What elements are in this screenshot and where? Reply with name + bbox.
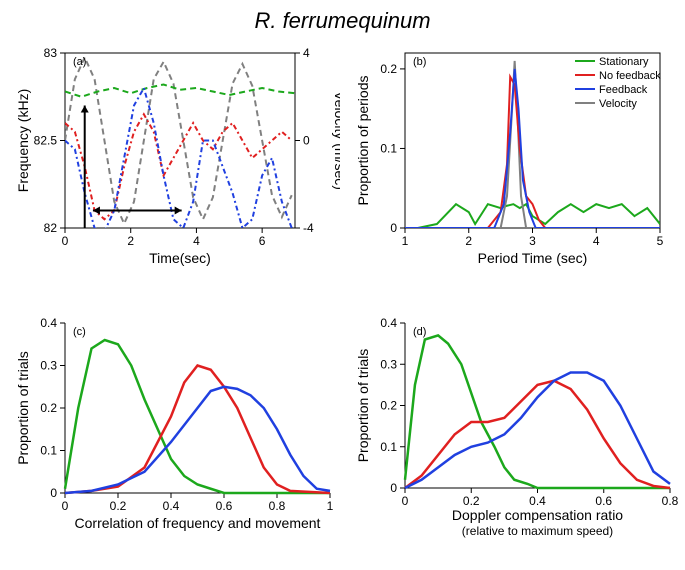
svg-text:3: 3 [529, 234, 536, 248]
panel-b: 1 2 3 4 5 0 0.1 0.2 Period Time (sec) Proportion … [350, 38, 680, 288]
svg-text:(a): (a) [73, 56, 86, 68]
svg-text:Time(sec): Time(sec) [149, 250, 211, 266]
svg-text:0.2: 0.2 [40, 401, 57, 415]
svg-text:0: 0 [390, 221, 397, 235]
svg-text:Velocity (m/sec): Velocity (m/sec) [332, 91, 340, 190]
svg-text:Correlation of frequency and m: Correlation of frequency and movement [75, 515, 321, 531]
svg-text:Proportion of periods: Proportion of periods [355, 76, 371, 206]
svg-text:4: 4 [193, 234, 200, 248]
svg-text:0.2: 0.2 [110, 499, 127, 513]
svg-text:0.2: 0.2 [380, 62, 397, 76]
svg-text:0.6: 0.6 [216, 499, 233, 513]
chart-grid: 0 2 4 6 82 82.5 83 -4 0 4 Time(sec) Frequency (kHz)… [0, 38, 685, 568]
panel-a: 0 2 4 6 82 82.5 83 -4 0 4 Time(sec) Frequency (kHz)… [10, 38, 340, 288]
svg-text:82: 82 [44, 221, 58, 235]
svg-text:No feedback: No feedback [599, 70, 661, 82]
svg-text:82.5: 82.5 [34, 134, 58, 148]
svg-text:0.1: 0.1 [380, 141, 397, 155]
svg-text:Period Time (sec): Period Time (sec) [478, 250, 588, 266]
svg-text:0: 0 [62, 499, 69, 513]
svg-text:(d): (d) [413, 326, 426, 338]
svg-text:0.1: 0.1 [380, 440, 397, 454]
svg-text:2: 2 [465, 234, 472, 248]
svg-text:-4: -4 [303, 221, 314, 235]
svg-text:1: 1 [327, 499, 334, 513]
svg-text:83: 83 [44, 46, 58, 60]
svg-text:4: 4 [303, 46, 310, 60]
svg-text:0.2: 0.2 [463, 494, 480, 508]
svg-text:0.4: 0.4 [529, 494, 546, 508]
svg-text:0.4: 0.4 [380, 316, 397, 330]
svg-text:0.3: 0.3 [380, 357, 397, 371]
svg-text:0.6: 0.6 [595, 494, 612, 508]
figure-title: R. ferrumequinum [0, 0, 685, 38]
svg-text:4: 4 [593, 234, 600, 248]
svg-text:0.1: 0.1 [40, 444, 57, 458]
svg-text:Doppler compensation ratio: Doppler compensation ratio [452, 507, 623, 523]
svg-text:0: 0 [402, 494, 409, 508]
svg-text:6: 6 [259, 234, 266, 248]
svg-text:Proportion of trials: Proportion of trials [15, 351, 31, 465]
svg-text:0.8: 0.8 [269, 499, 286, 513]
svg-text:Frequency (kHz): Frequency (kHz) [15, 89, 31, 192]
svg-text:(c): (c) [73, 326, 86, 338]
svg-text:Velocity: Velocity [599, 98, 637, 110]
svg-text:0: 0 [390, 481, 397, 495]
svg-text:(relative to maximum speed): (relative to maximum speed) [462, 524, 613, 538]
svg-text:0.4: 0.4 [163, 499, 180, 513]
svg-text:0: 0 [50, 486, 57, 500]
svg-text:Proportion of trials: Proportion of trials [355, 349, 371, 463]
panel-d: 00.20.40.60.800.10.20.30.4Doppler compen… [350, 308, 680, 558]
svg-text:(b): (b) [413, 56, 426, 68]
svg-text:0: 0 [62, 234, 69, 248]
svg-text:1: 1 [402, 234, 409, 248]
svg-text:Stationary: Stationary [599, 56, 649, 68]
svg-text:0.2: 0.2 [380, 399, 397, 413]
svg-text:0.8: 0.8 [662, 494, 679, 508]
svg-text:2: 2 [127, 234, 134, 248]
panel-c: 0 0.2 0.4 0.6 0.8 1 0 0.1 0.2 0.3 0.4 Correlation o… [10, 308, 340, 558]
svg-text:Feedback: Feedback [599, 84, 648, 96]
svg-text:0.4: 0.4 [40, 316, 57, 330]
svg-text:0.3: 0.3 [40, 359, 57, 373]
svg-text:5: 5 [657, 234, 664, 248]
svg-text:0: 0 [303, 134, 310, 148]
